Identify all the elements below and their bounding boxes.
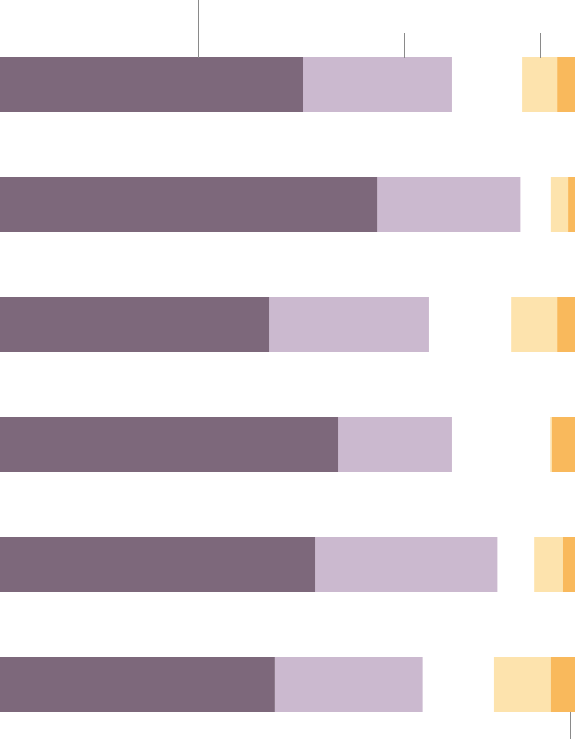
bar-segment [274,657,423,712]
bar-segment [511,297,558,352]
bar-segment [550,657,575,712]
bar-segment [0,417,339,472]
bar-segment [315,537,498,592]
bar-segment [568,177,575,232]
bar-segment [0,537,316,592]
bar-segment [303,57,452,112]
bar-segment [522,57,558,112]
bar-segment [0,657,275,712]
bar-segment [0,177,378,232]
bar-segment [0,57,304,112]
bar-segment [338,417,452,472]
bar-segment [269,297,429,352]
bar-segment [557,297,575,352]
bar-segment [562,537,575,592]
bar-segment [557,57,575,112]
bar-segment [493,657,551,712]
bar-segment [0,297,270,352]
bar-segment [377,177,521,232]
bar-segment [552,417,575,472]
bar-segment [550,417,552,472]
bar-segment [534,537,563,592]
bar-segment [550,177,569,232]
